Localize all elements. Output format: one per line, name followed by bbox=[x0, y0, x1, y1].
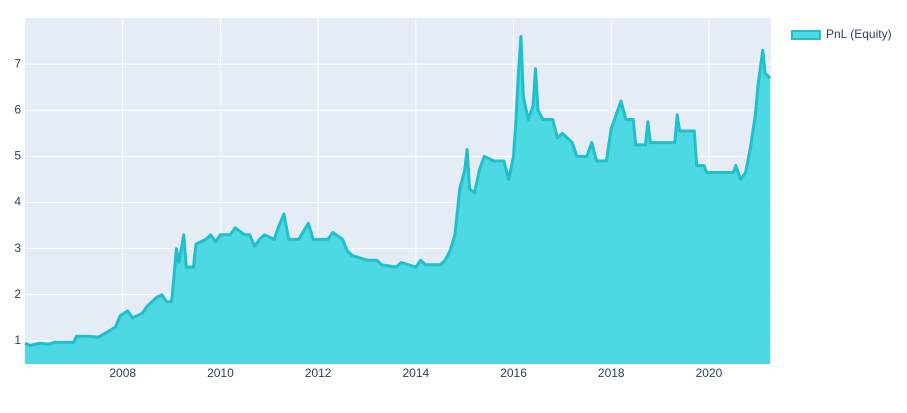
y-tick-label: 4 bbox=[14, 195, 21, 209]
x-tick-label: 2012 bbox=[305, 366, 332, 380]
y-tick-label: 2 bbox=[14, 287, 21, 301]
x-tick-label: 2016 bbox=[500, 366, 527, 380]
y-tick-label: 6 bbox=[14, 102, 21, 116]
x-tick-label: 2014 bbox=[402, 366, 429, 380]
y-tick-label: 1 bbox=[14, 333, 21, 347]
y-tick-label: 7 bbox=[14, 56, 21, 70]
x-tick-label: 2020 bbox=[696, 366, 723, 380]
y-tick-label: 3 bbox=[14, 241, 21, 255]
line bbox=[24, 35, 772, 347]
x-tick-label: 2008 bbox=[109, 366, 136, 380]
x-tick-label: 2010 bbox=[207, 366, 234, 380]
y-tick-label: 5 bbox=[14, 149, 21, 163]
legend-label[interactable]: PnL (Equity) bbox=[826, 27, 892, 41]
legend-swatch[interactable] bbox=[791, 30, 821, 40]
area-fill bbox=[25, 36, 770, 364]
x-tick-label: 2018 bbox=[598, 366, 625, 380]
